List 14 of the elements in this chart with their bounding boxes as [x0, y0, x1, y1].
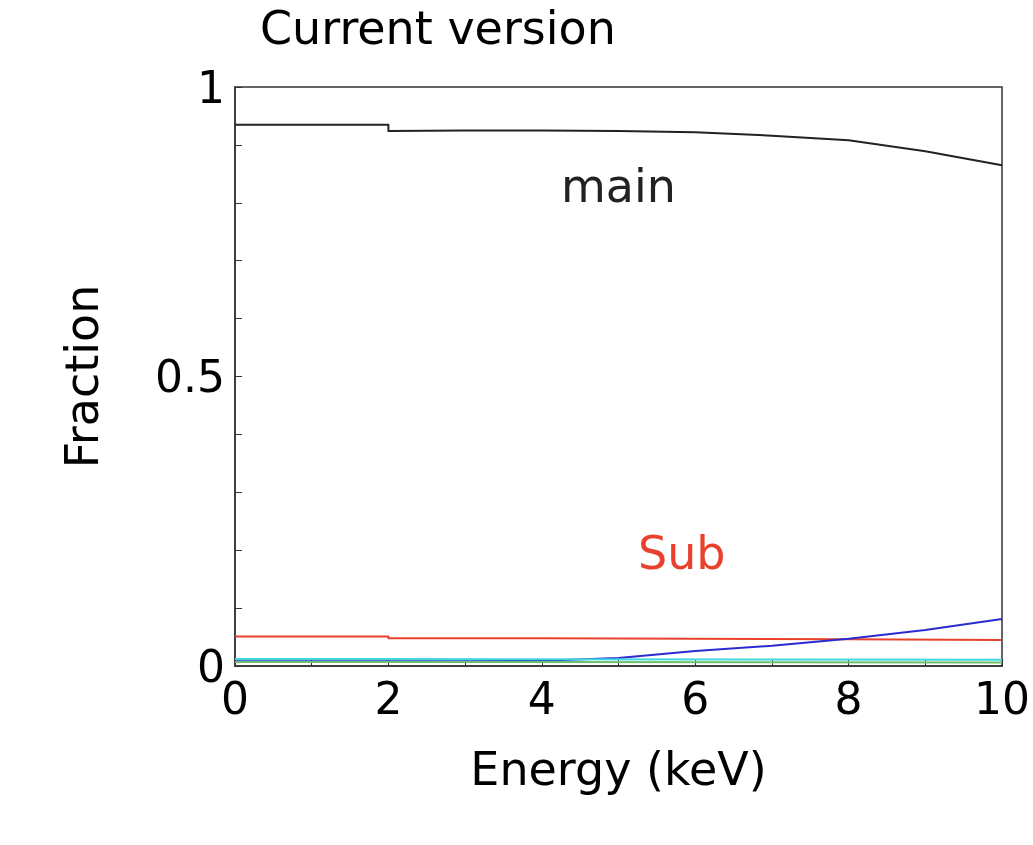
x-tick-label: 2: [374, 672, 403, 724]
y-tick-label: 1: [197, 61, 225, 113]
series-label: main: [561, 159, 676, 214]
x-tick-label: 8: [834, 672, 863, 724]
chart-title: Current version: [260, 1, 616, 55]
series-label: Sub: [638, 526, 726, 581]
x-tick-label: 4: [527, 672, 556, 724]
y-tick-label: 0: [197, 640, 225, 692]
line-series: [234, 123, 1004, 167]
x-tick-label: 6: [681, 672, 710, 724]
x-axis-title: Energy (keV): [470, 742, 767, 796]
y-tick-label: 0.5: [155, 351, 225, 402]
y-axis-title: Fraction: [55, 284, 109, 469]
x-tick-label: 10: [974, 672, 1031, 724]
